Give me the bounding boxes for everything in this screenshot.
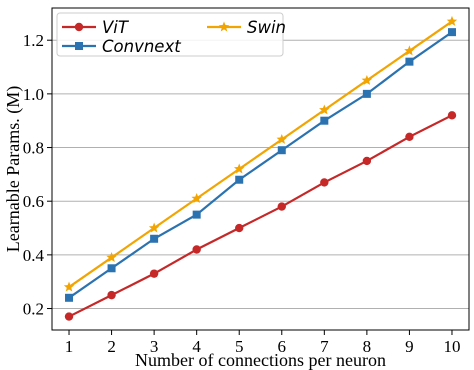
data-point-vit <box>320 178 328 186</box>
legend-label-swin: Swin <box>247 18 286 37</box>
data-point-convnext <box>363 90 371 98</box>
series-line-swin <box>69 21 452 287</box>
data-point-convnext <box>320 117 328 125</box>
data-point-convnext <box>405 58 413 66</box>
legend-marker-convnext <box>75 42 83 50</box>
data-point-vit <box>448 111 456 119</box>
y-tick-label: 0.4 <box>23 246 45 265</box>
data-point-vit <box>150 269 158 277</box>
data-point-convnext <box>448 28 456 36</box>
data-point-convnext <box>150 235 158 243</box>
y-tick-label: 1.2 <box>23 31 44 50</box>
data-point-vit <box>363 157 371 165</box>
y-tick-label: 0.8 <box>23 139 44 158</box>
data-point-vit <box>107 291 115 299</box>
legend-marker-vit <box>75 23 83 31</box>
data-point-vit <box>65 312 73 320</box>
x-tick-label: 2 <box>107 337 116 356</box>
data-point-convnext <box>108 264 116 272</box>
legend-label-convnext: Convnext <box>102 37 181 56</box>
data-point-vit <box>405 133 413 141</box>
data-point-vit <box>278 202 286 210</box>
y-tick-label: 0.6 <box>23 192 44 211</box>
x-axis-title: Number of connections per neuron <box>135 350 386 370</box>
data-point-vit <box>235 224 243 232</box>
data-point-convnext <box>235 176 243 184</box>
series-lines <box>64 16 457 321</box>
x-tick-label: 10 <box>443 337 460 356</box>
data-point-swin <box>64 282 74 292</box>
data-point-vit <box>192 245 200 253</box>
series-line-convnext <box>69 32 452 298</box>
data-point-convnext <box>193 211 201 219</box>
x-tick-label: 1 <box>65 337 74 356</box>
x-tick-label: 9 <box>405 337 414 356</box>
series-line-vit <box>69 115 452 316</box>
y-tick-label: 0.2 <box>23 300 44 319</box>
y-tick-label: 1.0 <box>23 85 44 104</box>
data-point-convnext <box>278 146 286 154</box>
data-point-convnext <box>65 294 73 302</box>
y-axis-title: Learnable Params. (M) <box>3 86 24 252</box>
legend-label-vit: ViT <box>102 18 130 37</box>
